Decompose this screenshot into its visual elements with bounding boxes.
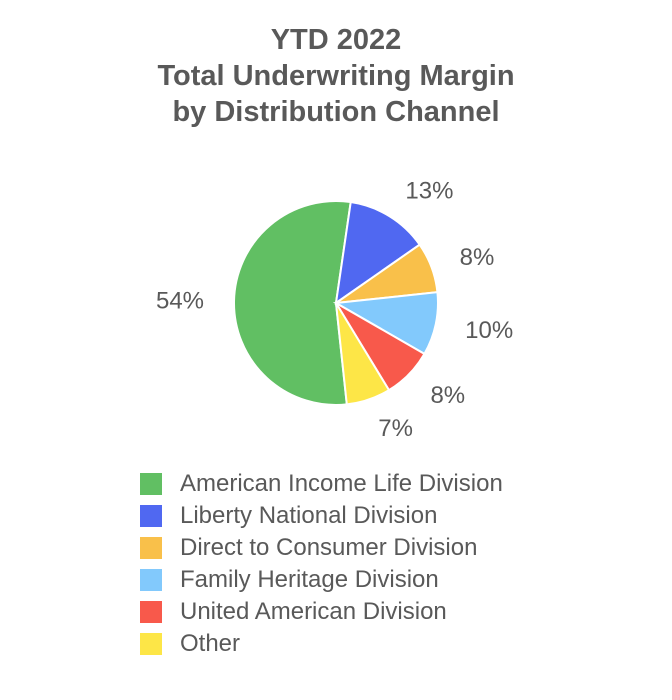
legend-swatch-united-american (140, 601, 162, 623)
chart-title-line-1: YTD 2022 (270, 24, 402, 56)
legend-label-direct-to-consumer: Direct to Consumer Division (180, 534, 478, 561)
chart-title: YTD 2022 Total Underwriting Margin by Di… (0, 22, 672, 130)
chart-title-line-3: by Distribution Channel (172, 96, 500, 128)
legend-label-united-american: United American Division (180, 598, 447, 625)
chart-legend: American Income Life Division Liberty Na… (140, 468, 503, 660)
legend-label-liberty-national: Liberty National Division (180, 502, 438, 529)
legend-item-american-income-life: American Income Life Division (140, 468, 503, 500)
legend-item-united-american: United American Division (140, 596, 503, 628)
legend-swatch-american-income-life (140, 473, 162, 495)
legend-label-other: Other (180, 630, 241, 657)
legend-label-american-income-life: American Income Life Division (180, 470, 503, 497)
pie-label-united-american: 8% (430, 382, 465, 409)
pie-label-american-income-life: 54% (156, 287, 204, 314)
pie-label-liberty-national: 13% (405, 178, 453, 205)
legend-item-other: Other (140, 628, 503, 660)
legend-swatch-direct-to-consumer (140, 537, 162, 559)
legend-swatch-liberty-national (140, 505, 162, 527)
legend-swatch-family-heritage (140, 569, 162, 591)
pie-slice-liberty-national (334, 200, 422, 306)
pie-chart: 54% 13% 8% 10% 8% 7% (156, 178, 513, 442)
legend-label-family-heritage: Family Heritage Division (180, 566, 439, 593)
legend-item-family-heritage: Family Heritage Division (140, 564, 503, 596)
pie-label-family-heritage: 10% (465, 317, 513, 344)
legend-swatch-other (140, 633, 162, 655)
legend-item-liberty-national: Liberty National Division (140, 500, 503, 532)
pie-slice-other (335, 302, 391, 406)
pie-label-direct-to-consumer: 8% (460, 244, 495, 271)
pie-slice-american-income-life (233, 200, 352, 406)
legend-item-direct-to-consumer: Direct to Consumer Division (140, 532, 503, 564)
chart-title-line-2: Total Underwriting Margin (157, 60, 515, 92)
pie-label-other: 7% (378, 415, 413, 442)
